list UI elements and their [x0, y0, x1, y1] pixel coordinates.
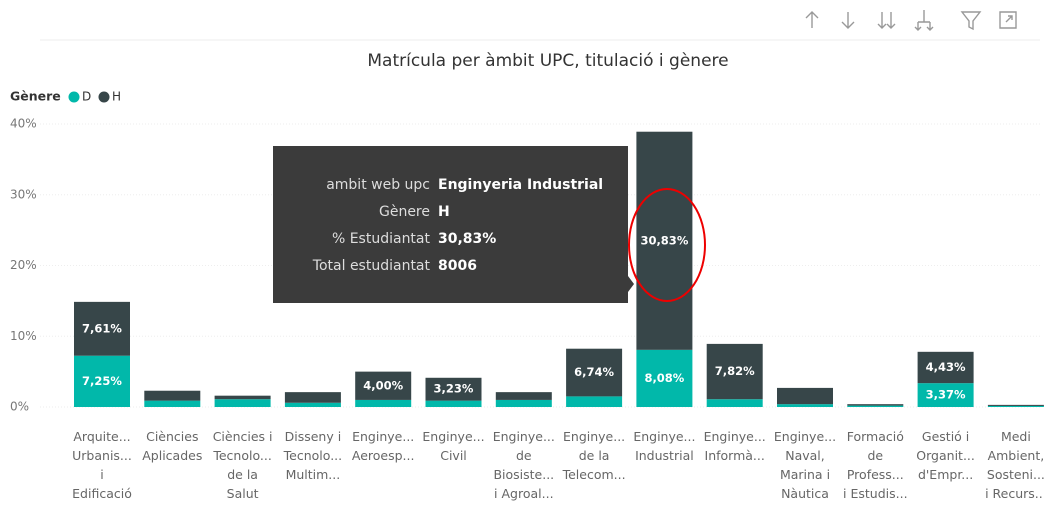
icon-sort-down[interactable]: [841, 12, 855, 29]
legend-label: D: [82, 90, 91, 104]
bar-segment: [144, 400, 201, 407]
legend-title: Gènere: [10, 89, 61, 104]
icon-expand-all[interactable]: [877, 12, 896, 29]
legend-label: H: [112, 90, 121, 104]
bar-segment: [917, 383, 974, 407]
bar-segment: [495, 399, 552, 407]
x-tick-label: Enginye... Industrial: [633, 429, 695, 463]
data-label: 30,83%: [640, 233, 688, 247]
data-label: 7,61%: [82, 321, 122, 335]
tooltip-key: % Estudiantat: [332, 231, 431, 247]
bar-segment: [284, 392, 341, 403]
tooltip-value: Enginyeria Industrial: [438, 177, 603, 193]
tooltip: ambit web upc Enginyeria Industrial Gènere…: [273, 146, 634, 303]
x-tick-label: Ciències i Tecnolo... de la Salut: [212, 429, 272, 501]
x-tick-label: Enginye... de Biosiste... i Agroal...: [493, 429, 555, 501]
tooltip-value: 30,83%: [438, 231, 496, 247]
highlight-circle: [628, 188, 706, 302]
bar-segment: [495, 392, 552, 400]
toolbar: [805, 10, 1017, 31]
bar-segment: [284, 402, 341, 407]
bar-segment: [706, 399, 763, 407]
bar-segment: [917, 351, 974, 384]
chart-title: Matrícula per àmbit UPC, titulació i gèn…: [367, 51, 728, 71]
icon-drill[interactable]: [914, 10, 934, 31]
x-tick-label: Enginye... Informà...: [704, 429, 766, 463]
bar-segment: [214, 395, 271, 400]
bar-segment: [74, 355, 130, 407]
bar-segment: [636, 131, 693, 350]
bar-segment: [425, 400, 482, 407]
bar-segment: [847, 405, 904, 407]
data-label: 6,74%: [574, 365, 614, 379]
data-label: 8,08%: [644, 371, 684, 385]
x-tick-label: Enginye... de la Telecom...: [562, 429, 626, 482]
data-label: 4,43%: [926, 360, 966, 374]
y-tick-label: 0%: [10, 400, 29, 414]
bar-segment: [777, 387, 833, 405]
x-tick-label: Disseny i Tecnolo... Multim...: [283, 429, 342, 482]
x-tick-label: Enginye... Civil: [422, 429, 484, 463]
x-tick-label: Ciències Aplicades: [142, 429, 202, 463]
x-tick-label: Gestió i Organit... d'Empr...: [916, 429, 975, 482]
x-tick-label: Enginye... Naval, Marina i Nàutica: [774, 429, 836, 501]
bar-segment: [847, 404, 904, 406]
bar-segment: [566, 396, 623, 407]
icon-filter[interactable]: [960, 11, 982, 31]
data-label: 4,00%: [363, 378, 403, 392]
x-tick-label: Enginye... Aeroesp...: [352, 429, 415, 463]
legend-swatch: [98, 91, 110, 103]
x-tick-label: Formació de Profess... i Estudis...: [843, 429, 908, 501]
legend-swatch: [68, 91, 80, 103]
y-tick-label: 30%: [10, 187, 37, 201]
bar-segment: [355, 399, 412, 407]
icon-sort-up[interactable]: [805, 11, 819, 28]
bar-segment: [566, 348, 623, 397]
plot: D H 0% 10% 20% 30% 40% 7,25% 7,61% Arquite... Urba…: [10, 90, 1044, 501]
icon-focus[interactable]: [999, 11, 1017, 29]
data-label: 3,37%: [926, 388, 966, 402]
tooltip-key: Total estudiantat: [312, 258, 431, 274]
bar-segment: [144, 390, 201, 401]
bar-segment: [987, 405, 1044, 407]
bar-segment: [74, 301, 130, 356]
data-label: 7,25%: [82, 374, 122, 388]
y-tick-label: 20%: [10, 258, 37, 272]
bar-segment: [987, 404, 1044, 406]
x-tick-label: Medi Ambient, Sosteni... i Recurs...: [985, 429, 1044, 501]
tooltip-value: H: [438, 204, 450, 220]
y-tick-label: 40%: [10, 117, 37, 131]
bar-segment: [706, 343, 763, 400]
y-tick-label: 10%: [10, 329, 37, 343]
x-tick-label: Arquite... Urbanis... i Edificació: [72, 429, 132, 501]
tooltip-box: [273, 146, 634, 303]
bar-segment: [777, 404, 833, 407]
bar-segment: [636, 349, 693, 407]
data-label: 3,23%: [434, 382, 474, 396]
tooltip-key: Gènere: [379, 204, 430, 220]
bar-segment: [425, 377, 482, 401]
data-label: 7,82%: [715, 364, 755, 378]
bar-segment: [355, 371, 412, 400]
bar-segment: [214, 399, 271, 407]
tooltip-key: ambit web upc: [326, 177, 430, 193]
tooltip-value: 8006: [438, 258, 477, 274]
